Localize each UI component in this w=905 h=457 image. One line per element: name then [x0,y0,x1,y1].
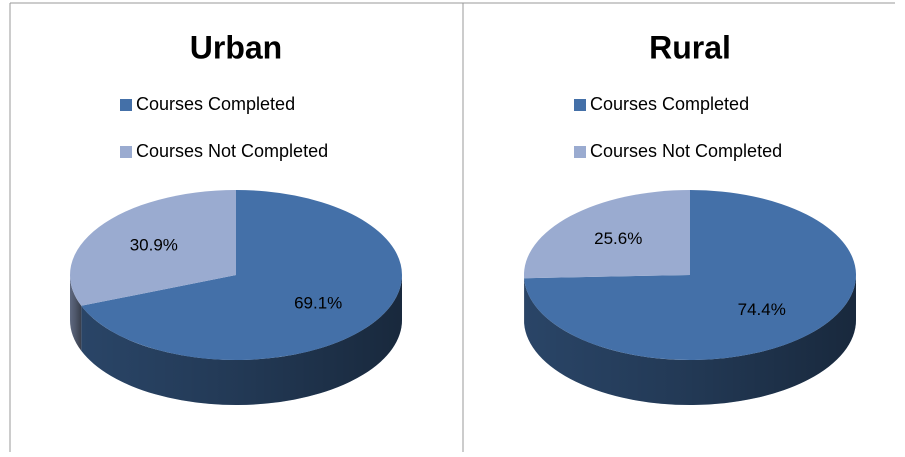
data-label: 25.6% [594,229,642,248]
legend-label: Courses Not Completed [136,141,328,161]
chart-title: Rural [649,29,731,65]
data-label: 30.9% [130,236,178,255]
legend-swatch [120,99,132,111]
legend-swatch [574,99,586,111]
legend-swatch [120,146,132,158]
legend-label: Courses Completed [590,94,749,114]
data-label: 69.1% [294,293,342,312]
legend-label: Courses Not Completed [590,141,782,161]
legend-swatch [574,146,586,158]
data-label: 74.4% [738,300,786,319]
legend-label: Courses Completed [136,94,295,114]
chart-title: Urban [190,29,282,65]
